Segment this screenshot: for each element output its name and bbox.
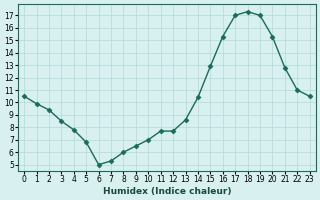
X-axis label: Humidex (Indice chaleur): Humidex (Indice chaleur) xyxy=(103,187,231,196)
